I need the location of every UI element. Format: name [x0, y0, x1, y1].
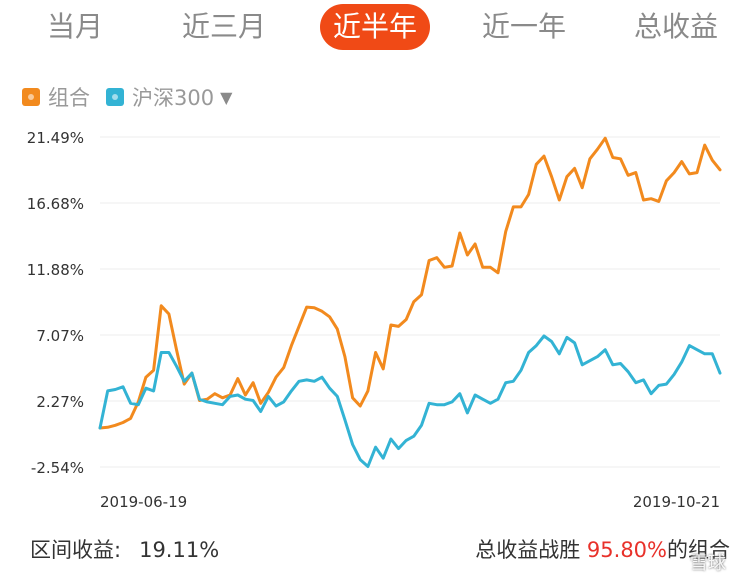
- summary-footer: 区间收益: 19.11% 总收益战胜 95.80%的组合: [30, 530, 730, 566]
- tab-2[interactable]: 近半年: [320, 4, 430, 50]
- legend-portfolio-label: 组合: [48, 86, 90, 110]
- x-tick-label: 2019-06-19: [100, 493, 187, 511]
- y-tick-label: 2.27%: [36, 393, 84, 411]
- x-tick-label: 2019-10-21: [633, 493, 720, 511]
- series-line-portfolio: [98, 136, 722, 430]
- tab-3[interactable]: 近一年: [481, 10, 566, 43]
- range-return-value: 19.11%: [139, 538, 220, 562]
- tab-4[interactable]: 总收益: [633, 10, 718, 43]
- chart-legend: 组合 沪深300 ▼: [22, 82, 248, 112]
- legend-item-benchmark[interactable]: 沪深300 ▼: [106, 82, 232, 112]
- beat-ratio: 总收益战胜 95.80%的组合: [475, 534, 730, 564]
- y-tick-label: 21.49%: [27, 129, 84, 147]
- legend-item-portfolio: 组合: [22, 82, 90, 112]
- legend-benchmark-label: 沪深300: [132, 86, 215, 110]
- range-return-label: 区间收益:: [30, 538, 122, 562]
- y-tick-label: 7.07%: [36, 327, 84, 345]
- beat-value: 95.80%: [586, 538, 667, 562]
- beat-label: 总收益战胜: [475, 538, 581, 562]
- return-line-chart: 21.49% 16.68% 11.88% 7.07% 2.27% -2.54% 2019-0…: [27, 129, 722, 511]
- watermark-logo: 雪球: [690, 553, 726, 574]
- tab-0[interactable]: 当月: [46, 10, 103, 43]
- series-line-benchmark: [98, 334, 722, 468]
- portfolio-swatch-icon: [22, 88, 40, 106]
- tab-1[interactable]: 近三月: [181, 10, 266, 43]
- triangle-down-icon[interactable]: ▼: [220, 87, 233, 107]
- y-tick-label: 16.68%: [27, 195, 84, 213]
- y-tick-label: 11.88%: [27, 261, 84, 279]
- benchmark-swatch-icon: [106, 88, 124, 106]
- period-tabs: 当月 近三月 近半年 近一年 总收益: [0, 0, 750, 56]
- beat-suffix: 的组合: [667, 538, 730, 562]
- range-return: 区间收益: 19.11%: [30, 534, 219, 564]
- y-tick-label: -2.54%: [31, 459, 84, 477]
